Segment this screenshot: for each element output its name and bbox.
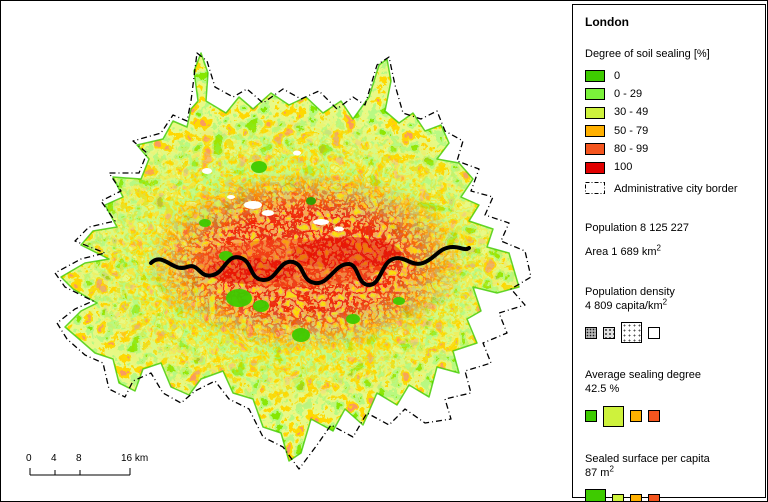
urban-area-raster (61, 53, 519, 461)
sealing-class-label: 30 - 49 (614, 106, 649, 119)
legend-panel: London Degree of soil sealing [%] 0 0 - 2… (572, 4, 766, 501)
scale-bar-line (29, 468, 131, 476)
park-patches (199, 161, 405, 342)
sealing-class-row: 50 - 79 (585, 124, 753, 138)
sealing-class-label: 80 - 99 (614, 143, 649, 156)
sealing-class-row: 100 (585, 160, 753, 174)
sealing-mini-swatch-active (585, 489, 606, 501)
sealing-mini-swatch-active (603, 405, 624, 427)
soil-sealing-map (54, 52, 532, 470)
legend-title: London (585, 15, 629, 29)
sealing-mini-swatch (630, 410, 642, 423)
sealed-surface-label: Sealed surface per capita (585, 452, 710, 465)
sealed-surface-stat: Sealed surface per capita 87 m2 (585, 452, 753, 481)
area-text: Area 1 689 km (585, 246, 657, 259)
admin-border-swatch (585, 181, 605, 194)
sealing-class-swatch (585, 70, 605, 83)
sealing-mini-swatch (648, 410, 660, 423)
sealing-legend-heading: Degree of soil sealing [%] (585, 47, 710, 60)
sealed-surface-value: 87 m (585, 467, 610, 480)
sealed-surface-sup: 2 (609, 464, 614, 474)
density-class-swatch-active (621, 322, 642, 344)
sealing-class-row: 0 (585, 69, 753, 83)
sealing-class-row: 30 - 49 (585, 105, 753, 119)
sealing-mini-swatch (648, 493, 660, 501)
density-class-row (585, 322, 753, 344)
scale-label-0: 0 (26, 453, 32, 464)
sealing-mini-swatch (630, 493, 642, 501)
admin-border-label: Administrative city border (614, 182, 738, 195)
scale-label-16: 16 km (121, 453, 149, 464)
scale-label-4: 4 (51, 453, 57, 464)
sealing-class-label: 0 (614, 69, 621, 82)
population-stat: Population 8 125 227 (585, 221, 689, 234)
area-sup: 2 (656, 243, 661, 253)
density-value: 4 809 capita/km (585, 299, 663, 312)
scale-bar: 0 4 8 16 km (26, 453, 169, 483)
sealing-class-swatch (585, 124, 605, 137)
sealing-class-swatch (585, 88, 605, 101)
population-density-stat: Population density 4 809 capita/km2 (585, 285, 753, 314)
scale-label-8: 8 (76, 453, 82, 464)
unmapped-gaps (202, 150, 344, 232)
sealing-mini-swatch (585, 410, 597, 423)
avg-sealing-value: 42.5 % (585, 383, 620, 396)
sealing-mini-swatch (612, 493, 624, 501)
density-label: Population density (585, 285, 675, 298)
density-class-swatch (648, 326, 660, 339)
density-sup: 2 (662, 297, 668, 307)
admin-border-row: Administrative city border (585, 181, 753, 196)
sealed-surface-class-row (585, 489, 753, 501)
avg-sealing-label: Average sealing degree (585, 369, 701, 382)
sealing-class-swatch (585, 106, 605, 119)
area-stat: Area 1 689 km2 (585, 243, 753, 259)
sealing-class-row: 0 - 29 (585, 87, 753, 101)
sealing-class-swatch (585, 143, 605, 156)
urban-area-edge (60, 52, 520, 462)
sealing-class-list: 0 0 - 29 30 - 49 50 - 79 80 - 99 100 (585, 69, 753, 175)
sealing-class-label: 100 (614, 161, 633, 174)
sealing-class-row: 80 - 99 (585, 142, 753, 156)
density-class-swatch (603, 326, 615, 339)
thames-river (149, 244, 471, 288)
sealing-class-swatch (585, 161, 605, 174)
sealing-class-label: 50 - 79 (614, 124, 649, 137)
sealing-class-label: 0 - 29 (614, 88, 643, 101)
avg-sealing-stat: Average sealing degree 42.5 % (585, 368, 753, 397)
density-class-swatch (585, 326, 597, 339)
avg-sealing-class-row (585, 405, 753, 427)
